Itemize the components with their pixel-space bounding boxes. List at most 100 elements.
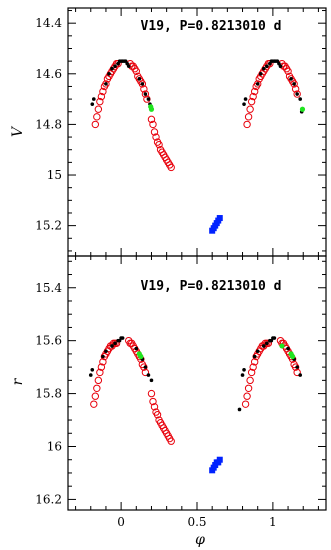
y-tick-label: 16.2 bbox=[35, 492, 62, 506]
data-point-dot bbox=[110, 344, 114, 348]
bottom-panel-y-ticks: 15.4 15.6 15.8 16 16.2 bbox=[35, 260, 326, 506]
data-point-open-circle bbox=[150, 128, 159, 136]
data-point-open-circle bbox=[96, 368, 104, 377]
data-point-open-circle bbox=[167, 163, 175, 172]
data-point-open-circle bbox=[141, 90, 150, 98]
y-tick-label: 15.8 bbox=[35, 387, 62, 401]
data-point-dot bbox=[88, 373, 93, 377]
top-panel-y-ticks: 14.4 14.6 14.8 15 15.2 bbox=[35, 10, 326, 252]
data-point-dot bbox=[242, 102, 246, 106]
y-tick-label: 16 bbox=[47, 440, 62, 454]
data-point-open-circle bbox=[155, 140, 163, 149]
data-point-dot bbox=[113, 64, 117, 69]
y-tick-label: 15 bbox=[47, 168, 62, 182]
data-point-dot bbox=[113, 341, 117, 346]
data-point-dot bbox=[265, 341, 269, 346]
data-point-dot bbox=[298, 97, 303, 101]
data-point-open-circle bbox=[99, 358, 107, 366]
top-panel-title: V19, P=0.8213010 d bbox=[141, 19, 282, 34]
data-point-open-circle bbox=[250, 87, 259, 96]
data-point-open-circle bbox=[167, 437, 175, 445]
data-point-dot bbox=[255, 349, 260, 354]
data-point-open-circle bbox=[147, 389, 156, 398]
data-point-dot bbox=[278, 64, 283, 69]
data-point-square bbox=[216, 215, 223, 222]
data-point-green bbox=[138, 353, 144, 360]
y-tick-label: 14.8 bbox=[35, 117, 62, 131]
data-point-open-circle bbox=[244, 113, 253, 121]
data-point-open-circle bbox=[243, 392, 251, 400]
data-point-open-circle bbox=[141, 368, 150, 377]
data-point-dot bbox=[149, 378, 154, 383]
data-point-open-circle bbox=[91, 392, 100, 400]
data-point-open-circle bbox=[246, 105, 254, 113]
data-point-green bbox=[279, 343, 285, 349]
top-panel-x-ticks bbox=[75, 8, 319, 256]
bottom-panel-frame bbox=[67, 255, 327, 511]
y-tick-label: 14.4 bbox=[35, 16, 62, 30]
data-point-open-circle bbox=[90, 400, 98, 408]
data-point-open-circle bbox=[150, 403, 159, 411]
data-point-open-circle bbox=[247, 368, 256, 377]
data-point-dot bbox=[252, 354, 257, 359]
data-point-open-circle bbox=[94, 105, 103, 113]
top-panel-data-points bbox=[90, 59, 306, 234]
data-point-dot bbox=[258, 71, 263, 76]
data-point-open-circle bbox=[249, 92, 257, 101]
data-point-open-circle bbox=[291, 85, 300, 93]
data-point-green bbox=[299, 106, 306, 112]
data-point-dot bbox=[269, 338, 274, 343]
top-panel-frame bbox=[67, 7, 327, 257]
data-point-dot bbox=[237, 407, 242, 412]
data-point-dot bbox=[243, 97, 248, 101]
y-tick-label: 15.4 bbox=[35, 281, 62, 295]
data-point-dot bbox=[240, 373, 245, 377]
data-point-open-circle bbox=[97, 92, 106, 101]
data-point-open-circle bbox=[241, 400, 250, 408]
bottom-panel-r: V19, P=0.8213010 d r φ 15.4 15.6 15.8 16 16.… bbox=[10, 255, 327, 548]
data-point-open-circle bbox=[254, 80, 262, 88]
data-point-dot bbox=[107, 71, 111, 76]
data-point-dot bbox=[117, 338, 122, 343]
bottom-panel-xlabel: φ bbox=[195, 532, 205, 548]
data-point-dot bbox=[261, 344, 266, 348]
data-point-open-circle bbox=[99, 87, 107, 96]
bottom-panel-ylabel: r bbox=[10, 377, 26, 385]
data-point-open-circle bbox=[149, 120, 157, 129]
data-point-open-circle bbox=[284, 67, 292, 75]
data-point-dot bbox=[90, 367, 95, 372]
data-point-green bbox=[290, 353, 296, 360]
data-point-dot bbox=[104, 349, 108, 354]
bottom-panel-x-ticks: 0 0.5 1 bbox=[75, 256, 319, 529]
data-point-dot bbox=[101, 354, 105, 359]
data-point-dot bbox=[110, 66, 114, 71]
data-point-square bbox=[216, 456, 223, 463]
x-tick-label: 0.5 bbox=[187, 515, 206, 529]
top-panel-ylabel: V bbox=[10, 125, 26, 137]
data-point-open-circle bbox=[249, 363, 257, 371]
data-point-open-circle bbox=[247, 97, 256, 106]
data-point-dot bbox=[242, 367, 246, 372]
data-point-dot bbox=[90, 102, 95, 106]
data-point-open-circle bbox=[132, 67, 140, 75]
data-point-dot bbox=[295, 92, 299, 96]
data-point-green bbox=[148, 106, 155, 112]
y-tick-label: 15.2 bbox=[35, 219, 62, 233]
data-point-dot bbox=[143, 92, 148, 96]
data-point-open-circle bbox=[96, 97, 104, 106]
data-point-dot bbox=[126, 64, 131, 69]
y-tick-label: 15.6 bbox=[35, 334, 62, 348]
data-point-open-circle bbox=[246, 376, 254, 385]
data-point-dot bbox=[286, 346, 290, 351]
data-point-dot bbox=[137, 77, 142, 81]
data-point-dot bbox=[261, 66, 266, 71]
data-point-dot bbox=[265, 64, 269, 69]
x-tick-label: 0 bbox=[117, 515, 125, 529]
data-point-dot bbox=[146, 97, 151, 101]
data-point-dot bbox=[272, 336, 277, 340]
data-point-open-circle bbox=[91, 120, 100, 129]
data-point-open-circle bbox=[153, 411, 162, 419]
x-tick-label: 1 bbox=[269, 515, 277, 529]
bottom-panel-data-points bbox=[88, 336, 303, 474]
